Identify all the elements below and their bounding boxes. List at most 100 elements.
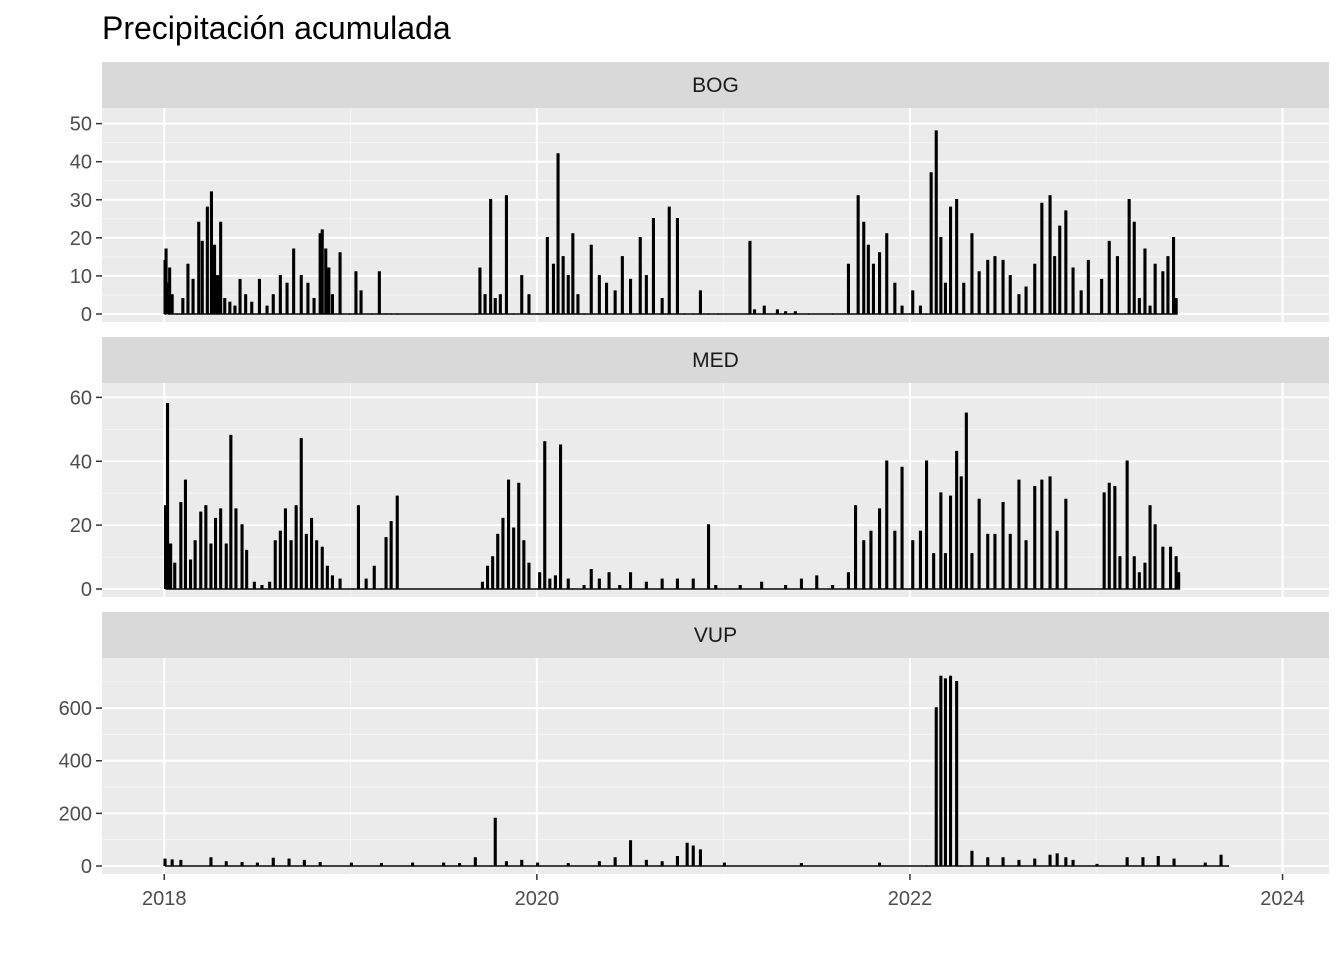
data-point	[962, 282, 965, 285]
facet-strip-bog	[102, 62, 1329, 108]
data-point	[214, 517, 217, 520]
data-point	[944, 678, 947, 680]
data-point	[944, 282, 947, 285]
data-point	[676, 218, 679, 220]
data-point	[590, 569, 593, 571]
data-point	[885, 460, 888, 463]
data-point	[279, 530, 282, 533]
data-point	[1173, 858, 1175, 861]
data-point	[528, 562, 530, 565]
data-point	[290, 540, 292, 542]
data-point	[173, 562, 176, 565]
data-point	[442, 862, 445, 865]
data-point	[256, 862, 259, 865]
data-point	[512, 527, 515, 530]
data-point	[241, 862, 243, 864]
data-point	[699, 290, 702, 292]
data-point	[352, 588, 355, 590]
data-point	[484, 294, 486, 296]
data-point	[481, 581, 484, 584]
data-point	[538, 572, 541, 574]
data-point	[1133, 221, 1136, 224]
data-point	[197, 221, 200, 224]
data-point	[1157, 855, 1160, 858]
data-point	[862, 540, 865, 542]
data-point	[692, 313, 695, 315]
data-point	[380, 863, 383, 865]
data-point	[919, 530, 922, 533]
data-point	[258, 278, 261, 281]
data-point	[1108, 240, 1111, 243]
data-point	[1009, 275, 1012, 277]
data-point	[686, 842, 688, 845]
data-point	[955, 680, 958, 683]
data-point	[210, 857, 212, 859]
data-point	[373, 565, 376, 568]
data-point	[378, 271, 381, 273]
data-point	[1154, 263, 1156, 266]
data-point	[385, 537, 387, 539]
data-point	[960, 865, 963, 867]
data-point	[1119, 556, 1121, 558]
data-point	[940, 492, 942, 494]
data-point	[925, 460, 928, 463]
data-point	[614, 857, 616, 859]
data-point	[707, 313, 710, 315]
data-point	[225, 861, 228, 863]
y-tick-label: 10	[70, 266, 92, 288]
data-point	[1025, 540, 1027, 542]
data-point	[944, 553, 947, 555]
data-point	[986, 857, 989, 859]
data-point	[458, 863, 461, 865]
data-point	[328, 267, 330, 270]
x-tick-label: 2018	[142, 888, 187, 910]
data-point	[1227, 865, 1229, 867]
data-point	[499, 294, 502, 296]
x-tick-label: 2022	[888, 888, 933, 910]
data-point	[760, 581, 763, 584]
facet-label-bog: BOG	[692, 74, 739, 97]
data-point	[1080, 290, 1082, 292]
y-tick-label: 400	[59, 751, 92, 773]
data-point	[935, 707, 938, 709]
data-point	[491, 556, 494, 558]
data-point	[1002, 259, 1004, 262]
data-point	[292, 248, 295, 251]
data-point	[971, 850, 973, 853]
data-point	[699, 849, 702, 852]
data-point	[164, 858, 166, 861]
facet-label-vup: VUP	[694, 624, 737, 647]
y-tick-label: 0	[81, 304, 92, 326]
data-point	[288, 858, 290, 861]
data-point	[219, 221, 222, 224]
data-point	[784, 311, 787, 313]
data-point	[182, 297, 184, 300]
y-tick-label: 0	[81, 856, 92, 878]
data-point	[872, 263, 875, 266]
data-point	[1116, 256, 1119, 258]
data-point	[901, 466, 903, 469]
data-point	[965, 412, 968, 415]
data-point	[911, 290, 914, 292]
data-point	[315, 540, 318, 542]
data-point	[286, 282, 288, 285]
data-point	[166, 282, 169, 285]
data-point	[676, 578, 679, 581]
data-point	[567, 578, 570, 581]
y-tick-label: 40	[70, 152, 92, 174]
data-point	[489, 198, 492, 201]
data-point	[1018, 479, 1020, 482]
data-point	[925, 865, 928, 867]
data-point	[831, 585, 834, 587]
data-point	[523, 540, 525, 542]
data-point	[339, 252, 341, 254]
data-point	[213, 244, 216, 247]
data-point	[776, 309, 779, 311]
data-point	[598, 578, 601, 581]
data-point	[629, 840, 632, 842]
data-point	[1018, 859, 1020, 862]
y-tick-label: 20	[70, 515, 92, 537]
data-point	[169, 543, 172, 546]
data-point	[319, 862, 321, 864]
data-point	[940, 237, 942, 239]
